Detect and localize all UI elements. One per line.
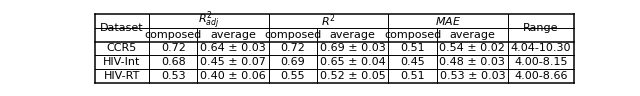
Text: average: average [449, 30, 495, 40]
Text: 0.45 ± 0.07: 0.45 ± 0.07 [200, 57, 266, 67]
Text: average: average [330, 30, 376, 40]
Text: 0.51: 0.51 [400, 71, 425, 81]
Text: 0.52 ± 0.05: 0.52 ± 0.05 [320, 71, 385, 81]
Text: 0.65 ± 0.04: 0.65 ± 0.04 [320, 57, 385, 67]
Text: 4.00-8.15: 4.00-8.15 [514, 57, 568, 67]
Text: 0.48 ± 0.03: 0.48 ± 0.03 [440, 57, 506, 67]
Text: Range: Range [523, 23, 559, 33]
Text: composed: composed [384, 30, 441, 40]
Text: 4.00-8.66: 4.00-8.66 [514, 71, 568, 81]
Text: 0.55: 0.55 [280, 71, 305, 81]
Text: 0.45: 0.45 [400, 57, 425, 67]
Text: $R^2$: $R^2$ [321, 12, 336, 29]
Text: 0.68: 0.68 [161, 57, 186, 67]
Text: composed: composed [264, 30, 321, 40]
Text: 0.69: 0.69 [280, 57, 305, 67]
Text: $R^2_{adj}$: $R^2_{adj}$ [198, 10, 220, 32]
Text: 0.53 ± 0.03: 0.53 ± 0.03 [440, 71, 505, 81]
Text: composed: composed [145, 30, 202, 40]
Text: 4.04-10.30: 4.04-10.30 [511, 43, 571, 53]
Text: 0.54 ± 0.02: 0.54 ± 0.02 [440, 43, 506, 53]
Text: 0.51: 0.51 [400, 43, 425, 53]
Text: 0.40 ± 0.06: 0.40 ± 0.06 [200, 71, 266, 81]
Text: 0.72: 0.72 [161, 43, 186, 53]
Text: HIV-RT: HIV-RT [104, 71, 140, 81]
Text: 0.72: 0.72 [280, 43, 305, 53]
Text: average: average [210, 30, 256, 40]
Text: CCR5: CCR5 [107, 43, 137, 53]
Text: 0.53: 0.53 [161, 71, 186, 81]
Text: $MAE$: $MAE$ [435, 15, 461, 27]
Text: 0.64 ± 0.03: 0.64 ± 0.03 [200, 43, 266, 53]
Text: 0.69 ± 0.03: 0.69 ± 0.03 [320, 43, 385, 53]
Text: HIV-Int: HIV-Int [103, 57, 141, 67]
Text: Dataset: Dataset [100, 23, 144, 33]
